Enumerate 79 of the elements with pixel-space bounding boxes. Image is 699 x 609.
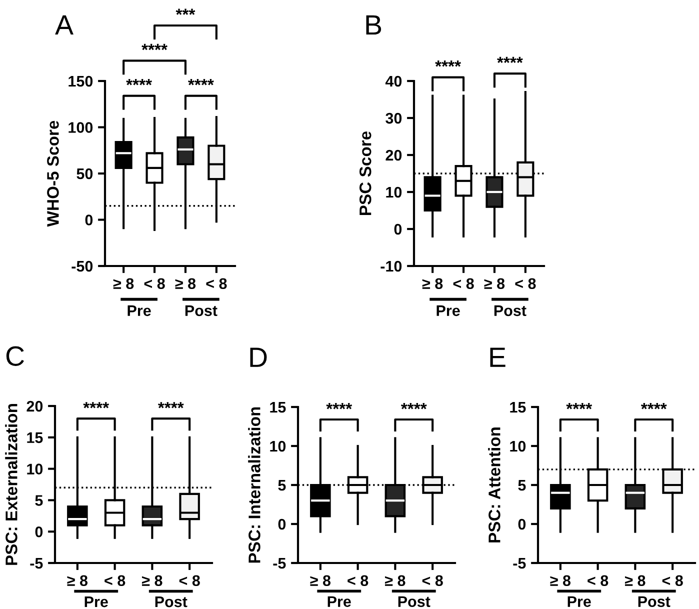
x-tick-label: < 8 (206, 278, 227, 290)
x-tick-label: < 8 (104, 575, 126, 586)
y-axis-title: PSC: Externalization (5, 404, 18, 565)
text: Post (638, 596, 670, 607)
y-tick-label: 5 (278, 480, 286, 491)
text: Pre (128, 305, 151, 316)
y-axis-title: PSC: Attention (488, 428, 500, 542)
y-tick-label: -10 (380, 260, 402, 272)
y-tick-label: 5 (35, 495, 43, 506)
chart-title: E (490, 348, 506, 367)
x-tick-label: ≥ 8 (384, 575, 406, 586)
x-tick-label: ≥ 8 (142, 575, 162, 586)
x-tick-label: ≥ 8 (484, 278, 505, 290)
y-tick-label: -5 (513, 558, 526, 569)
x-tick-label: < 8 (453, 278, 474, 290)
y-tick-label: 15 (510, 402, 526, 413)
y-tick-label: 150 (68, 76, 93, 87)
text: Pre (328, 596, 351, 607)
chart-title: B (366, 15, 382, 35)
chart-title: D (250, 348, 267, 367)
x-tick-label: < 8 (662, 575, 683, 586)
text: Post (494, 305, 526, 316)
text: Post (398, 596, 430, 607)
y-tick-label: 10 (270, 440, 286, 452)
text: **** (497, 56, 523, 64)
text: Pre (436, 305, 460, 316)
y-axis-title: PSC Score (359, 131, 372, 215)
annotation: **** (158, 402, 184, 408)
x-tick-label: ≥ 8 (550, 575, 571, 586)
y-axis-title: PSC: Internalization (248, 407, 260, 563)
x-tick-label: ≥ 8 (422, 278, 443, 290)
text: **** (435, 60, 461, 67)
y-tick-label: 0 (85, 214, 93, 226)
y-tick-label: 10 (27, 464, 43, 474)
y-tick-label: 30 (386, 112, 402, 124)
x-tick-label: < 8 (348, 575, 368, 586)
text: *** (176, 8, 196, 15)
y-tick-label: 5 (518, 480, 526, 491)
y-tick-label: 40 (385, 76, 402, 87)
x-tick-label: < 8 (515, 278, 536, 290)
annotation: **** (126, 79, 152, 86)
y-tick-label: 0 (35, 526, 43, 538)
y-tick-label: 20 (386, 150, 402, 161)
y-tick-label: 0 (278, 518, 286, 530)
text: Post (155, 596, 188, 608)
y-tick-label: 50 (76, 168, 93, 180)
x-tick-label: < 8 (144, 278, 165, 290)
y-tick-label: 10 (510, 440, 526, 452)
text: **** (142, 44, 168, 50)
x-tick-label: < 8 (422, 575, 443, 586)
annotation: **** (83, 402, 110, 408)
x-tick-label: ≥ 8 (175, 278, 196, 290)
annotation: **** (566, 402, 592, 410)
y-tick-label: 10 (386, 186, 402, 198)
y-tick-label: -5 (30, 558, 43, 569)
y-tick-label: 20 (26, 400, 43, 412)
y-tick-label: 0 (394, 224, 402, 235)
x-tick-label: ≥ 8 (624, 575, 646, 586)
annotation: **** (188, 79, 214, 86)
y-tick-label: 0 (518, 518, 526, 530)
chart-title: C (6, 346, 24, 366)
x-tick-label: ≥ 8 (310, 575, 331, 586)
text: Post (185, 305, 218, 316)
annotation: **** (400, 402, 427, 410)
y-tick-label: 100 (68, 122, 93, 133)
annotation: **** (326, 402, 352, 410)
x-tick-label: ≥ 8 (67, 575, 88, 586)
annotation: **** (640, 402, 667, 410)
y-tick-label: 15 (27, 432, 43, 444)
y-axis-title: WHO-5 Score (47, 120, 59, 227)
y-tick-label: -5 (273, 558, 286, 569)
text: Pre (568, 596, 591, 607)
chart-title: A (55, 15, 74, 35)
x-tick-label: < 8 (179, 575, 200, 586)
x-tick-label: < 8 (588, 575, 608, 586)
y-tick-label: 15 (270, 402, 286, 413)
y-tick-label: -50 (72, 260, 93, 272)
x-tick-label: ≥ 8 (113, 278, 134, 290)
text: Pre (84, 596, 108, 608)
